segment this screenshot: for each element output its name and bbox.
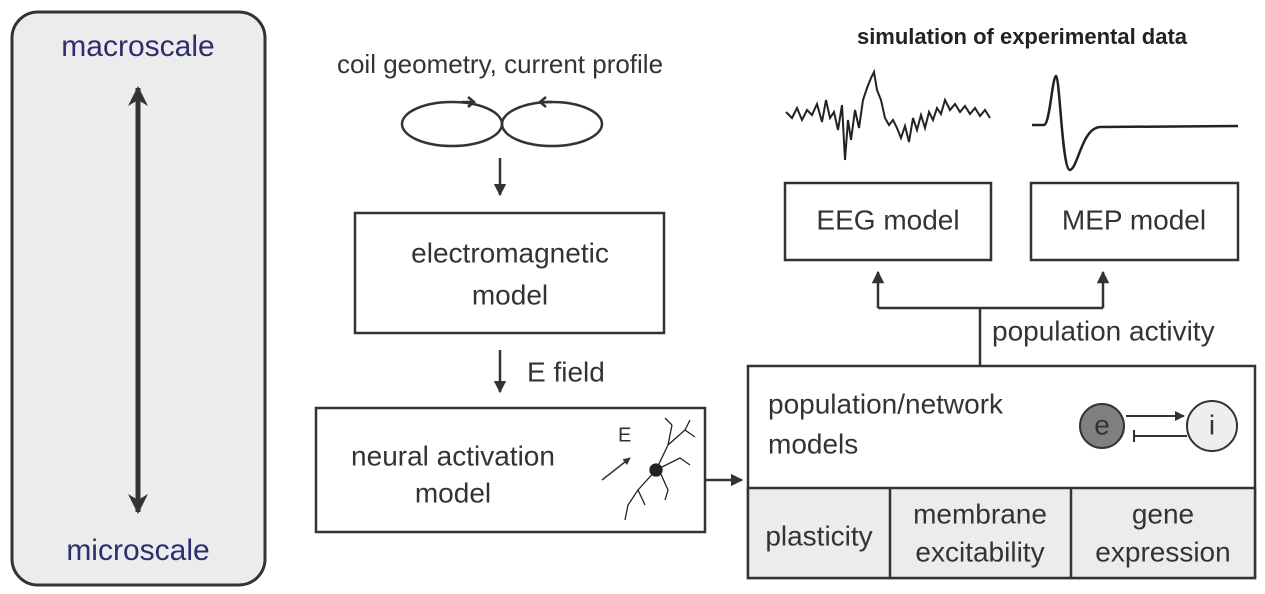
field-arrow [601,457,631,481]
box-text: population/network [768,388,1004,419]
input-label: coil geometry, current profile [337,49,663,79]
box-text: neural activation [351,440,555,471]
coil-right [500,100,604,148]
node-label: e [1094,409,1110,440]
coil-dir [538,96,552,108]
box-text: MEP model [1062,204,1206,235]
coil-left [400,100,504,148]
box-text: model [472,279,548,310]
box-text: models [768,428,858,459]
inhibitory-node [1186,400,1238,452]
neuron [624,417,696,521]
factor: membrane [913,498,1047,529]
population-activity-label: population activity [992,315,1215,346]
node-label: i [1209,409,1215,440]
coil-dir [462,96,476,108]
box-text: electromagnetic [411,237,609,268]
excitatory-node [1079,403,1125,449]
inhibit-arrow [1133,430,1187,442]
factor: gene [1132,498,1194,529]
e-field-label: E field [527,356,605,387]
connector [878,306,1103,366]
eeg-trace [785,68,991,161]
scale-top: macroscale [61,30,214,63]
box-text: EEG model [816,204,959,235]
mep-trace [1032,74,1239,172]
box-text: model [415,477,491,508]
factor: expression [1095,536,1230,567]
simulation-title: simulation of experimental data [857,24,1188,49]
scale-bottom: microscale [66,534,209,567]
field-label: E [618,424,631,446]
factor: excitability [915,536,1044,567]
factor: plasticity [765,520,872,551]
neural-activation-box [314,406,707,534]
factor-row [746,486,1257,580]
mep-box [1029,181,1240,262]
eeg-box [783,181,993,262]
electromagnetic-box [353,211,666,335]
